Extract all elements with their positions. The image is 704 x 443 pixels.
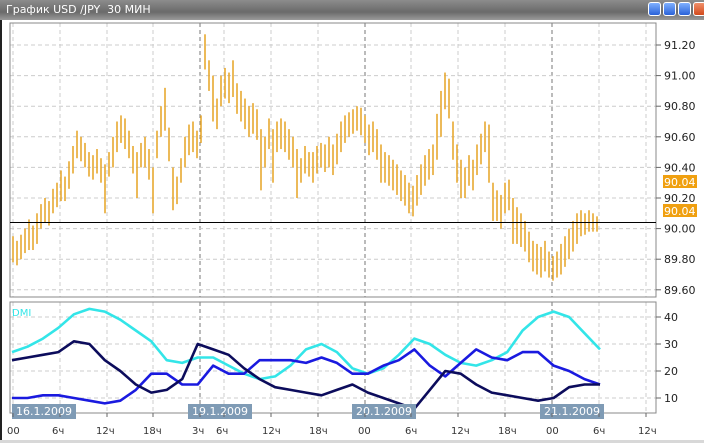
- price-tick-label: 89.80: [664, 253, 696, 266]
- adx-line: [11, 307, 601, 381]
- plus-di-line: [12, 348, 601, 405]
- price-badge-label: 90.04: [664, 176, 696, 189]
- dmi-panel-frame: [9, 301, 657, 414]
- time-tick-label: 6ч: [593, 426, 605, 437]
- window-border-bottom: [0, 440, 704, 443]
- date-badge-label: 16.1.2009: [16, 405, 72, 418]
- date-badge-label: 21.1.2009: [544, 405, 600, 418]
- window-border: [0, 20, 2, 443]
- dmi-tick-label: 40: [664, 311, 678, 324]
- date-badge: [540, 404, 604, 419]
- dmi-tick-label: 10: [664, 392, 678, 405]
- tile-icon[interactable]: [648, 2, 661, 16]
- time-tick-label: 12ч: [96, 426, 115, 437]
- price-tick-label: 90.80: [664, 100, 696, 113]
- time-tick-label: 00: [7, 426, 20, 437]
- date-badge: [188, 404, 252, 419]
- window-title: График USD /JPY 30 МИН: [6, 3, 151, 16]
- time-tick-label: 12ч: [262, 426, 281, 437]
- time-tick-label: 00: [546, 426, 559, 437]
- price-badge: [663, 175, 697, 188]
- price-badge-label: 90.04: [664, 205, 696, 218]
- price-badge: [663, 204, 697, 217]
- price-tick-label: 90.00: [664, 223, 696, 236]
- title-bar: График USD /JPY 30 МИН: [0, 0, 704, 20]
- price-panel-frame: [9, 22, 657, 298]
- time-tick-label: 12ч: [638, 426, 657, 437]
- time-tick-label: 6ч: [216, 426, 228, 437]
- price-tick-label: 90.60: [664, 131, 696, 144]
- time-tick-label: 18ч: [143, 426, 162, 437]
- time-tick-label: 6ч: [405, 426, 417, 437]
- maximize-icon[interactable]: [678, 2, 691, 16]
- close-icon[interactable]: [693, 2, 704, 16]
- time-tick-label: 6ч: [52, 426, 64, 437]
- price-tick-label: 90.40: [664, 161, 696, 174]
- dmi-tick-label: 20: [664, 365, 678, 378]
- price-bars: [12, 34, 598, 281]
- time-tick-label: 18ч: [498, 426, 517, 437]
- time-tick-label: 18ч: [309, 426, 328, 437]
- time-tick-label: 00: [358, 426, 371, 437]
- price-tick-label: 89.60: [664, 284, 696, 297]
- price-tick-label: 91.20: [664, 39, 696, 52]
- minimize-icon[interactable]: [663, 2, 676, 16]
- price-tick-label: 90.20: [664, 192, 696, 205]
- dmi-tick-label: 30: [664, 338, 678, 351]
- price-tick-label: 91.00: [664, 70, 696, 83]
- time-tick-label: 3ч: [192, 426, 204, 437]
- date-badge-label: 19.1.2009: [192, 405, 248, 418]
- date-badge: [352, 404, 416, 419]
- dmi-lines: [11, 307, 601, 411]
- dmi-label: DMI: [12, 308, 31, 319]
- time-tick-label: 12ч: [451, 426, 470, 437]
- date-badge-label: 20.1.2009: [356, 405, 412, 418]
- minus-di-line: [11, 339, 600, 411]
